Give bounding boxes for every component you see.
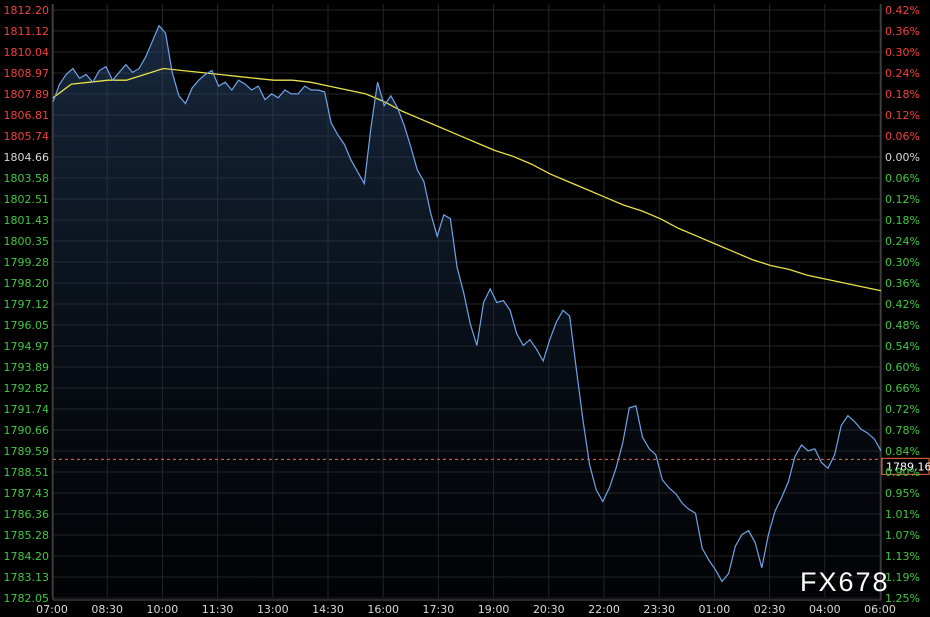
y-tick-label-right: 0.90% (885, 466, 920, 479)
x-tick-label: 13:00 (257, 603, 289, 616)
x-tick-label: 10:00 (147, 603, 179, 616)
y-tick-label-left: 1798.20 (4, 277, 50, 290)
y-tick-label-left: 1801.43 (4, 214, 50, 227)
price-line (52, 24, 882, 583)
y-tick-label-left: 1811.12 (4, 25, 50, 38)
x-tick-label: 17:30 (423, 603, 455, 616)
y-tick-label-left: 1800.35 (4, 235, 50, 248)
y-tick-label-left: 1810.04 (4, 46, 50, 59)
price-area-fill (53, 25, 881, 599)
y-tick-label-right: 0.60% (885, 361, 920, 374)
y-tick-label-right: 0.30% (885, 256, 920, 269)
y-tick-label-right: 0.30% (885, 46, 920, 59)
y-tick-label-left: 1786.36 (4, 508, 50, 521)
y-tick-label-right: 0.06% (885, 172, 920, 185)
y-tick-label-right: 0.36% (885, 277, 920, 290)
y-tick-label-right: 0.95% (885, 487, 920, 500)
y-tick-label-left: 1785.28 (4, 529, 50, 542)
y-tick-label-right: 0.00% (885, 151, 920, 164)
y-tick-label-left: 1790.66 (4, 424, 50, 437)
x-tick-label: 07:00 (36, 603, 68, 616)
y-tick-label-right: 0.18% (885, 88, 920, 101)
y-tick-label-left: 1802.51 (4, 193, 50, 206)
x-tick-label: 22:00 (588, 603, 620, 616)
y-tick-label-right: 1.01% (885, 508, 920, 521)
y-tick-label-right: 1.19% (885, 571, 920, 584)
y-tick-label-left: 1807.89 (4, 88, 50, 101)
x-tick-label: 11:30 (202, 603, 234, 616)
y-tick-label-left: 1783.13 (4, 571, 50, 584)
y-tick-label-right: 1.13% (885, 550, 920, 563)
y-tick-label-right: 0.84% (885, 445, 920, 458)
y-tick-label-left: 1793.89 (4, 361, 50, 374)
y-tick-label-left: 1803.58 (4, 172, 50, 185)
y-tick-label-left: 1788.51 (4, 466, 50, 479)
y-tick-label-left: 1796.05 (4, 319, 50, 332)
y-tick-label-left: 1794.97 (4, 340, 50, 353)
y-tick-label-left: 1799.28 (4, 256, 50, 269)
x-tick-label: 20:30 (533, 603, 565, 616)
y-axis-right-ticks: 0.42% 0.36% 0.30% 0.24% 0.18% 0.12% 0.06% 0.00%… (885, 4, 920, 605)
y-tick-label-right: 0.18% (885, 214, 920, 227)
y-tick-label-left: 1784.20 (4, 550, 50, 563)
y-tick-label-left: 1797.12 (4, 298, 50, 311)
x-axis-ticks: 07:00 08:30 10:00 11:30 13:00 14:30 16:00 17:30… (36, 603, 896, 616)
y-tick-label-right: 0.78% (885, 424, 920, 437)
y-tick-label-left: 1806.81 (4, 109, 50, 122)
y-tick-label-left: 1789.59 (4, 445, 50, 458)
y-tick-label-left: 1808.97 (4, 67, 50, 80)
y-tick-label-right: 0.48% (885, 319, 920, 332)
x-tick-label: 08:30 (91, 603, 123, 616)
x-tick-label: 23:30 (643, 603, 675, 616)
y-tick-label-right: 1.25% (885, 592, 920, 605)
average-line (52, 67, 882, 292)
y-tick-label-right: 0.42% (885, 298, 920, 311)
y-tick-label-right: 0.36% (885, 25, 920, 38)
x-tick-label: 19:00 (478, 603, 510, 616)
y-tick-label-right: 0.42% (885, 4, 920, 17)
current-price-label: 1789.16 (886, 460, 930, 473)
y-tick-label-right: 1.07% (885, 529, 920, 542)
current-price-badge: 1789.16 (881, 457, 930, 475)
y-tick-label-right: 0.06% (885, 130, 920, 143)
y-tick-label-right: 0.12% (885, 109, 920, 122)
y-tick-label-right: 0.54% (885, 340, 920, 353)
x-tick-label: 16:00 (367, 603, 399, 616)
y-tick-label-left: 1787.43 (4, 487, 50, 500)
x-tick-label: 01:00 (699, 603, 731, 616)
y-tick-label-right: 0.24% (885, 235, 920, 248)
y-tick-label-left: 1804.66 (4, 151, 50, 164)
current-price-badge-box (881, 457, 930, 475)
y-tick-label-right: 0.72% (885, 403, 920, 416)
x-tick-label: 04:00 (809, 603, 841, 616)
y-tick-label-left: 1812.20 (4, 4, 50, 17)
x-tick-label: 06:00 (864, 603, 896, 616)
watermark: FX678 (800, 567, 890, 597)
x-tick-label: 14:30 (312, 603, 344, 616)
y-axis-left-ticks: 1812.20 1811.12 1810.04 1808.97 1807.89 1806.… (4, 4, 50, 605)
x-tick-label: 02:30 (754, 603, 786, 616)
y-tick-label-left: 1782.05 (4, 592, 50, 605)
y-tick-label-left: 1805.74 (4, 130, 50, 143)
y-tick-label-right: 0.24% (885, 67, 920, 80)
y-tick-label-right: 0.66% (885, 382, 920, 395)
y-tick-label-left: 1791.74 (4, 403, 50, 416)
y-tick-label-right: 0.12% (885, 193, 920, 206)
y-tick-label-left: 1792.82 (4, 382, 50, 395)
